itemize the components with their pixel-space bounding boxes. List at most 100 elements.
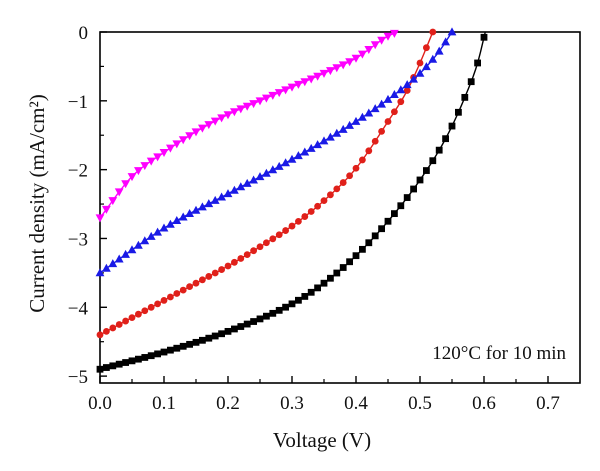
data-point bbox=[371, 137, 379, 145]
data-point bbox=[295, 218, 302, 225]
data-point bbox=[423, 44, 430, 52]
data-point bbox=[306, 143, 316, 152]
data-point bbox=[218, 266, 226, 273]
data-point bbox=[415, 68, 425, 77]
data-point bbox=[217, 114, 226, 123]
data-point bbox=[345, 58, 354, 67]
data-point bbox=[403, 194, 411, 201]
data-point bbox=[263, 312, 270, 320]
data-point bbox=[378, 127, 385, 135]
data-point bbox=[230, 185, 239, 194]
data-point bbox=[102, 205, 111, 214]
data-point bbox=[211, 269, 219, 277]
x-tick-label: 0.5 bbox=[408, 393, 432, 414]
data-point bbox=[159, 223, 169, 232]
data-point bbox=[429, 28, 437, 36]
data-point bbox=[173, 290, 181, 297]
data-point bbox=[172, 140, 182, 149]
data-point bbox=[115, 321, 123, 328]
data-point bbox=[300, 147, 310, 156]
series-layer bbox=[95, 27, 488, 373]
data-point bbox=[268, 91, 278, 100]
data-point bbox=[319, 69, 329, 78]
data-point bbox=[218, 330, 225, 338]
data-point bbox=[391, 210, 398, 218]
data-point bbox=[274, 89, 284, 98]
data-point bbox=[147, 303, 155, 311]
data-point bbox=[128, 357, 136, 365]
data-point bbox=[141, 354, 149, 361]
y-tick-label: −2 bbox=[68, 161, 88, 182]
data-point bbox=[365, 239, 373, 247]
data-point bbox=[224, 327, 232, 335]
data-point bbox=[294, 80, 303, 89]
data-point bbox=[109, 324, 117, 332]
y-axis-label: Current density (mA/cm²) bbox=[25, 94, 49, 313]
data-point bbox=[384, 217, 392, 225]
data-point bbox=[103, 364, 110, 371]
data-point bbox=[448, 122, 456, 130]
data-point bbox=[326, 67, 335, 76]
data-point bbox=[191, 205, 201, 214]
data-point bbox=[282, 227, 289, 234]
x-tick-label: 0.6 bbox=[472, 393, 496, 414]
data-point bbox=[210, 117, 220, 126]
data-point bbox=[223, 189, 233, 198]
data-point bbox=[390, 29, 399, 38]
data-point bbox=[121, 249, 130, 258]
data-point bbox=[275, 306, 283, 314]
data-point bbox=[416, 59, 424, 67]
data-point bbox=[108, 259, 118, 268]
data-point bbox=[250, 318, 257, 325]
data-point bbox=[461, 93, 469, 101]
data-point bbox=[198, 124, 207, 133]
data-point bbox=[346, 258, 353, 266]
data-point bbox=[255, 172, 265, 181]
data-point bbox=[237, 255, 245, 262]
annotation-label: 120°C for 10 min bbox=[432, 343, 566, 364]
data-point bbox=[327, 191, 334, 199]
data-point bbox=[141, 307, 149, 315]
data-point bbox=[127, 173, 137, 182]
x-tick-label: 0.7 bbox=[536, 393, 560, 414]
x-tick-label: 0.4 bbox=[344, 393, 368, 414]
data-point bbox=[231, 325, 238, 333]
series-line bbox=[99, 31, 486, 370]
data-point bbox=[242, 178, 252, 187]
data-point bbox=[179, 286, 187, 294]
data-point bbox=[109, 362, 117, 370]
data-point bbox=[167, 346, 174, 354]
data-point bbox=[186, 340, 193, 348]
data-point bbox=[314, 284, 321, 292]
data-point bbox=[295, 296, 302, 304]
data-point bbox=[269, 235, 277, 243]
data-point bbox=[160, 297, 168, 304]
y-tick-label: −4 bbox=[68, 298, 89, 319]
data-point bbox=[332, 64, 342, 73]
data-point bbox=[262, 168, 271, 177]
data-point bbox=[167, 293, 174, 301]
data-point bbox=[153, 227, 162, 236]
data-point bbox=[313, 72, 322, 81]
x-tick-label: 0.3 bbox=[280, 393, 304, 414]
axes-frame bbox=[99, 31, 581, 384]
data-point bbox=[140, 162, 150, 171]
data-point bbox=[127, 245, 137, 254]
data-point bbox=[319, 136, 329, 145]
data-point bbox=[428, 54, 438, 63]
data-point bbox=[237, 323, 245, 330]
data-point bbox=[351, 116, 361, 125]
data-point bbox=[275, 231, 283, 239]
data-point bbox=[147, 352, 155, 360]
x-axis-ticks: 0.0 0.1 0.2 0.3 0.4 0.5 0.6 0.7 bbox=[88, 376, 560, 414]
data-point bbox=[153, 153, 162, 162]
data-point bbox=[339, 264, 347, 271]
data-point bbox=[134, 240, 143, 249]
data-point bbox=[135, 310, 142, 318]
data-point bbox=[359, 156, 366, 164]
data-point bbox=[345, 120, 354, 129]
data-point bbox=[377, 36, 386, 45]
data-point bbox=[287, 83, 297, 92]
data-point bbox=[199, 336, 206, 344]
